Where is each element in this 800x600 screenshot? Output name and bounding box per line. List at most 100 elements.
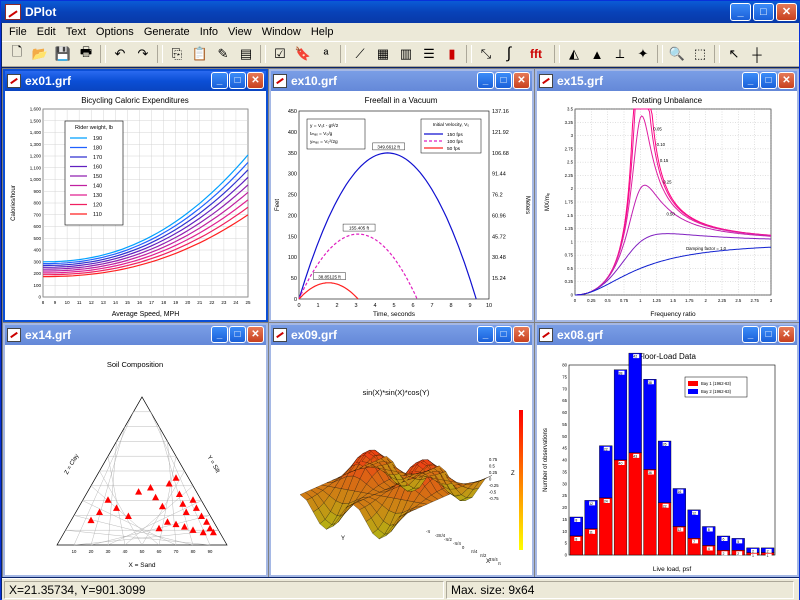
z-tick-label: 0 (489, 477, 492, 482)
title-bar[interactable]: DPlot _ □ ✕ (1, 1, 800, 23)
child-minimize-button[interactable]: _ (742, 326, 759, 343)
child-title-bar[interactable]: ex14.grf _ □ ✕ (5, 325, 266, 345)
crosshair-icon[interactable]: ┼ (752, 46, 762, 62)
menu-edit[interactable]: Edit (36, 26, 56, 38)
line-tool-icon[interactable]: ⤡ (480, 46, 492, 61)
menu-file[interactable]: File (9, 26, 27, 38)
graph-file-icon[interactable] (7, 74, 21, 88)
child-minimize-button[interactable]: _ (477, 326, 494, 343)
plot-area[interactable]: Soil Composition 10 20 30 40 50 60 70 80 90 X = Sa… (5, 345, 266, 575)
graph-file-icon[interactable] (539, 74, 553, 88)
child-title-bar[interactable]: ex08.grf _ □ ✕ (537, 325, 797, 345)
child-close-button[interactable]: ✕ (247, 72, 264, 89)
x-tick-label: -π/4 (453, 541, 461, 546)
3d-icon[interactable]: ▲ (590, 46, 604, 62)
child-title-bar[interactable]: ex15.grf _ □ ✕ (537, 71, 797, 91)
plot-area[interactable]: Bicycling Caloric Expenditures 8 9 10 11 12 13… (5, 91, 266, 320)
child-window-w3[interactable]: ex15.grf _ □ ✕ Rotating Unbalance 0 0.25 0.5 0.7… (535, 69, 799, 322)
bar-label-box (765, 553, 772, 558)
child-close-button[interactable]: ✕ (778, 72, 795, 89)
open-icon[interactable]: 📂 (31, 46, 49, 61)
marker-icon[interactable]: ✦ (637, 46, 649, 61)
child-title-bar[interactable]: ex10.grf _ □ ✕ (271, 71, 532, 91)
bar-series-1 (628, 452, 642, 556)
text-az-icon[interactable]: ª (323, 46, 329, 62)
menu-text[interactable]: Text (65, 26, 86, 38)
help-pointer-icon[interactable]: ↖ (728, 46, 740, 61)
check-icon[interactable]: ☑ (274, 46, 286, 61)
plot-area[interactable]: Freefall in a Vacuum 0 1 2 3 4 5 6 7 8 9 10 0 50 100 15… (271, 91, 532, 320)
graph-file-icon[interactable] (273, 74, 287, 88)
dplot-app-icon[interactable] (5, 4, 21, 20)
bar-value-label: 24 (604, 500, 608, 504)
close-button[interactable]: ✕ (776, 3, 797, 21)
y-tick-label: 500 (33, 236, 41, 241)
child-maximize-button[interactable]: □ (229, 72, 246, 89)
plot-area[interactable]: sin(X)*sin(X)*cos(Y) 0.75 0.5 0.25 0 -0.25 -0.… (271, 345, 532, 575)
child-minimize-button[interactable]: _ (211, 326, 228, 343)
child-close-button[interactable]: ✕ (778, 326, 795, 343)
select-icon[interactable]: ⬚ (693, 46, 707, 61)
child-title-bar[interactable]: ex01.grf _ □ ✕ (5, 71, 266, 91)
child-maximize-button[interactable]: □ (495, 326, 512, 343)
child-maximize-button[interactable]: □ (495, 72, 512, 89)
child-title-bar[interactable]: ex09.grf _ □ ✕ (271, 325, 532, 345)
child-window-w4[interactable]: ex14.grf _ □ ✕ Soil Composition 10 20 30 40 50 60 7… (3, 323, 268, 577)
bar-chart-icon[interactable]: ▥ (399, 46, 413, 61)
menu-help[interactable]: Help (310, 26, 334, 38)
plot-area[interactable]: Floor-Load Data 0 5 10 15 20 25 30 35 40 45 50 55 60 6… (537, 345, 797, 575)
new-icon[interactable]: 🗋 (11, 44, 23, 59)
x-tick-label: 6 (411, 303, 414, 309)
child-close-button[interactable]: ✕ (513, 326, 530, 343)
graph-file-icon[interactable] (539, 328, 553, 342)
print-icon[interactable]: 🖶 (79, 44, 93, 59)
minimize-button[interactable]: _ (730, 3, 751, 21)
child-close-button[interactable]: ✕ (247, 326, 264, 343)
graph-file-icon[interactable] (273, 328, 287, 342)
fft-icon[interactable]: fft (530, 47, 542, 61)
tangent-icon[interactable]: ⟂ (615, 46, 625, 61)
ternary-grid (107, 456, 126, 546)
grid-icon[interactable]: ▦ (376, 46, 390, 61)
child-minimize-button[interactable]: _ (477, 72, 494, 89)
contour-icon[interactable]: ◭ (569, 46, 579, 61)
paste-icon[interactable]: 📋 (191, 46, 209, 61)
child-close-button[interactable]: ✕ (513, 72, 530, 89)
undo-icon[interactable]: ↶ (114, 46, 126, 61)
child-maximize-button[interactable]: □ (760, 326, 777, 343)
child-window-w6[interactable]: ex08.grf _ □ ✕ Floor-Load Data 0 5 10 15 20 25 30 35… (535, 323, 799, 577)
series-line-110 (43, 214, 249, 278)
menu-options[interactable]: Options (95, 26, 134, 38)
bar-series-1 (599, 497, 613, 556)
child-window-w2[interactable]: ex10.grf _ □ ✕ Freefall in a Vacuum 0 1 2 3 4 5 6 7 8… (269, 69, 534, 322)
maximize-button[interactable]: □ (753, 3, 774, 21)
child-window-title: ex09.grf (291, 328, 338, 342)
child-minimize-button[interactable]: _ (211, 72, 228, 89)
surface-cell (479, 475, 493, 481)
child-minimize-button[interactable]: _ (742, 72, 759, 89)
y-tick-label: 600 (33, 224, 41, 229)
zoom-icon[interactable]: 🔍 (668, 46, 686, 61)
plot-area[interactable]: Rotating Unbalance 0 0.25 0.5 0.75 1 1.25 1.5 1.… (537, 91, 797, 320)
menu-view[interactable]: View (228, 26, 252, 38)
bar-series-2 (643, 379, 657, 470)
right-tick-label: 121.92 (492, 130, 509, 136)
child-maximize-button[interactable]: □ (229, 326, 246, 343)
save-icon[interactable]: 💾 (54, 46, 72, 61)
menu-window[interactable]: Window (261, 26, 301, 38)
menu-generate[interactable]: Generate (143, 26, 190, 38)
redo-icon[interactable]: ↷ (137, 46, 149, 61)
child-window-w5[interactable]: ex09.grf _ □ ✕ sin(X)*sin(X)*cos(Y) 0.75 0.5 0.… (269, 323, 534, 577)
linear-axes-icon[interactable]: ⟋ (355, 46, 365, 61)
colors-icon[interactable]: ▮ (448, 46, 456, 61)
clipboard-icon[interactable]: 🔖 (294, 46, 312, 61)
menu-info[interactable]: Info (199, 26, 219, 38)
graph-file-icon[interactable] (7, 328, 21, 342)
child-window-w1[interactable]: ex01.grf _ □ ✕ Bicycling Caloric Expenditure… (3, 69, 268, 322)
table-icon[interactable]: ☰ (423, 46, 435, 61)
child-maximize-button[interactable]: □ (760, 72, 777, 89)
pencil-icon[interactable]: ✎ (217, 46, 229, 61)
integral-icon[interactable]: ∫ (506, 45, 512, 62)
edit-data-icon[interactable]: ▤ (239, 46, 253, 61)
copy-icon[interactable]: ⎘ (171, 46, 183, 61)
